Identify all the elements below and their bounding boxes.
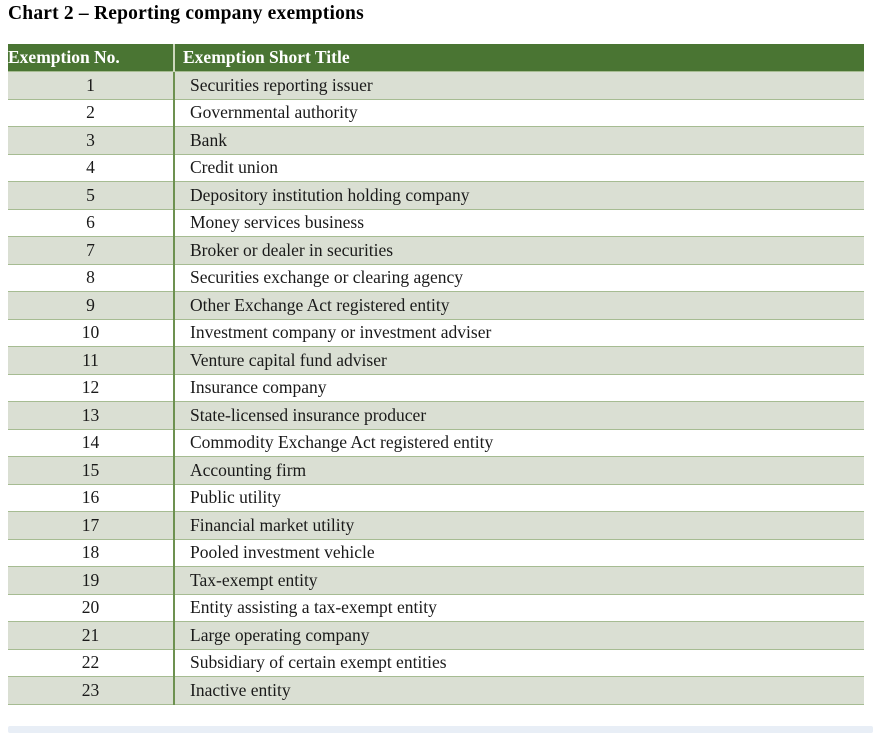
exemption-short-title-cell: Subsidiary of certain exempt entities — [173, 649, 864, 677]
table-row: 13 State-licensed insurance producer — [8, 401, 864, 430]
exemption-short-title-cell: Large operating company — [173, 621, 864, 650]
exemption-short-title-cell: Tax-exempt entity — [173, 566, 864, 595]
exemption-short-title-cell: Credit union — [173, 154, 864, 182]
exemption-short-title-cell: Securities exchange or clearing agency — [173, 264, 864, 292]
table-row: 21 Large operating company — [8, 621, 864, 650]
exemption-short-title-cell: Money services business — [173, 209, 864, 237]
exemption-short-title-cell: Governmental authority — [173, 99, 864, 127]
table-row: 5 Depository institution holding company — [8, 181, 864, 210]
exemption-number-cell: 6 — [8, 209, 174, 237]
table-row: 9 Other Exchange Act registered entity — [8, 291, 864, 320]
exemption-number-cell: 8 — [8, 264, 174, 292]
exemption-number-cell: 21 — [8, 621, 174, 650]
exemption-number-cell: 17 — [8, 511, 174, 540]
exemption-number-cell: 18 — [8, 539, 174, 567]
table-row: 22 Subsidiary of certain exempt entities — [8, 649, 864, 677]
exemption-short-title-cell: Securities reporting issuer — [173, 71, 864, 100]
exemption-number-cell: 5 — [8, 181, 174, 210]
table-row: 12 Insurance company — [8, 374, 864, 402]
next-element-partial-strip — [8, 726, 873, 733]
exemption-number-cell: 22 — [8, 649, 174, 677]
exemption-short-title-cell: Insurance company — [173, 374, 864, 402]
exemption-short-title-cell: State-licensed insurance producer — [173, 401, 864, 430]
table-row: 10 Investment company or investment advis… — [8, 319, 864, 347]
exemption-short-title-cell: Venture capital fund adviser — [173, 346, 864, 375]
exemption-number-cell: 20 — [8, 594, 174, 622]
exemption-short-title-cell: Broker or dealer in securities — [173, 236, 864, 265]
exemption-short-title-cell: Entity assisting a tax-exempt entity — [173, 594, 864, 622]
exemption-short-title-cell: Inactive entity — [173, 676, 864, 705]
exemption-number-cell: 11 — [8, 346, 174, 375]
table-row: 15 Accounting firm — [8, 456, 864, 485]
table-row: 4 Credit union — [8, 154, 864, 182]
table-body: 1 Securities reporting issuer 2 Governmenta… — [8, 71, 864, 705]
table-row: 8 Securities exchange or clearing agency — [8, 264, 864, 292]
exemption-number-cell: 4 — [8, 154, 174, 182]
exemption-number-cell: 9 — [8, 291, 174, 320]
exemption-short-title-cell: Accounting firm — [173, 456, 864, 485]
exemption-short-title-cell: Investment company or investment adviser — [173, 319, 864, 347]
table-row: 20 Entity assisting a tax-exempt entity — [8, 594, 864, 622]
exemption-number-cell: 19 — [8, 566, 174, 595]
exemption-number-cell: 23 — [8, 676, 174, 705]
exemption-number-cell: 1 — [8, 71, 174, 100]
table-row: 23 Inactive entity — [8, 676, 864, 705]
column-header-exemption-no: Exemption No. — [8, 44, 174, 72]
table-row: 6 Money services business — [8, 209, 864, 237]
exemptions-table: Exemption No. Exemption Short Title 1 Sec… — [8, 44, 864, 705]
exemption-short-title-cell: Depository institution holding company — [173, 181, 864, 210]
exemption-number-cell: 7 — [8, 236, 174, 265]
table-row: 1 Securities reporting issuer — [8, 71, 864, 100]
table-row: 7 Broker or dealer in securities — [8, 236, 864, 265]
exemption-number-cell: 16 — [8, 484, 174, 512]
exemption-number-cell: 10 — [8, 319, 174, 347]
exemption-short-title-cell: Financial market utility — [173, 511, 864, 540]
exemption-short-title-cell: Other Exchange Act registered entity — [173, 291, 864, 320]
exemption-number-cell: 12 — [8, 374, 174, 402]
exemption-short-title-cell: Pooled investment vehicle — [173, 539, 864, 567]
exemption-number-cell: 2 — [8, 99, 174, 127]
table-row: 19 Tax-exempt entity — [8, 566, 864, 595]
exemption-number-cell: 13 — [8, 401, 174, 430]
table-row: 14 Commodity Exchange Act registered enti… — [8, 429, 864, 457]
exemption-short-title-cell: Commodity Exchange Act registered entity — [173, 429, 864, 457]
table-row: 17 Financial market utility — [8, 511, 864, 540]
exemption-short-title-cell: Public utility — [173, 484, 864, 512]
exemption-short-title-cell: Bank — [173, 126, 864, 155]
exemption-number-cell: 15 — [8, 456, 174, 485]
table-row: 18 Pooled investment vehicle — [8, 539, 864, 567]
table-header: Exemption No. Exemption Short Title — [8, 44, 864, 72]
exemption-number-cell: 14 — [8, 429, 174, 457]
column-header-short-title: Exemption Short Title — [173, 44, 864, 72]
table-row: 11 Venture capital fund adviser — [8, 346, 864, 375]
header-row: Exemption No. Exemption Short Title — [8, 44, 864, 72]
table-row: 2 Governmental authority — [8, 99, 864, 127]
chart-title: Chart 2 – Reporting company exemptions — [8, 3, 364, 24]
exemption-number-cell: 3 — [8, 126, 174, 155]
table-row: 16 Public utility — [8, 484, 864, 512]
table-row: 3 Bank — [8, 126, 864, 155]
